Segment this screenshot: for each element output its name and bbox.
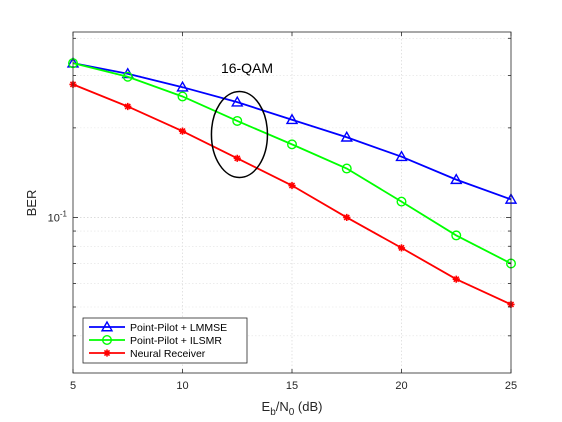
annotation-ellipse [210,90,269,179]
data-point [288,181,296,190]
x-tick-label: 10 [176,380,188,392]
data-point [341,163,352,174]
data-point [452,275,460,283]
legend-label: Point-Pilot + ILSMR [130,335,222,347]
series-layer [66,56,518,309]
data-point [122,71,133,82]
data-point [396,196,407,207]
legend-marker [100,320,114,332]
series-line [72,62,512,265]
x-axis-label: Eb/N0 (dB) [262,399,323,418]
ticks: 5 10 15 20 25 10-1 [48,32,517,392]
legend-entry: Neural Receiver [89,348,206,360]
series-line [72,62,512,201]
legend-label: Neural Receiver [130,348,206,360]
annotation-label: 16-QAM [221,60,273,76]
legend-label: Point-Pilot + LMMSE [130,322,227,334]
data-point [343,213,351,222]
data-point [176,80,189,92]
data-point [451,230,462,241]
data-point [178,127,187,135]
x-tick-label: 15 [286,380,298,392]
data-point [397,244,406,252]
data-point [450,173,463,185]
x-tick-label: 20 [395,380,407,392]
legend-entry: Point-Pilot + ILSMR [89,335,222,347]
y-tick-label: 10-1 [48,209,68,224]
data-point [340,130,353,142]
data-point [124,102,132,111]
legend-marker [103,349,111,357]
series-1 [67,58,517,269]
data-point [233,154,241,162]
grid [73,32,511,373]
data-point [287,139,298,150]
legend-entry: Point-Pilot + LMMSE [89,320,227,334]
x-tick-label: 5 [70,380,76,392]
data-point [177,91,188,102]
legend-marker [101,335,112,346]
x-tick-label: 25 [505,380,517,392]
data-point [232,115,243,126]
data-point [231,95,244,107]
data-point [285,113,299,125]
y-axis-label: BER [24,190,39,217]
data-point [395,150,408,162]
